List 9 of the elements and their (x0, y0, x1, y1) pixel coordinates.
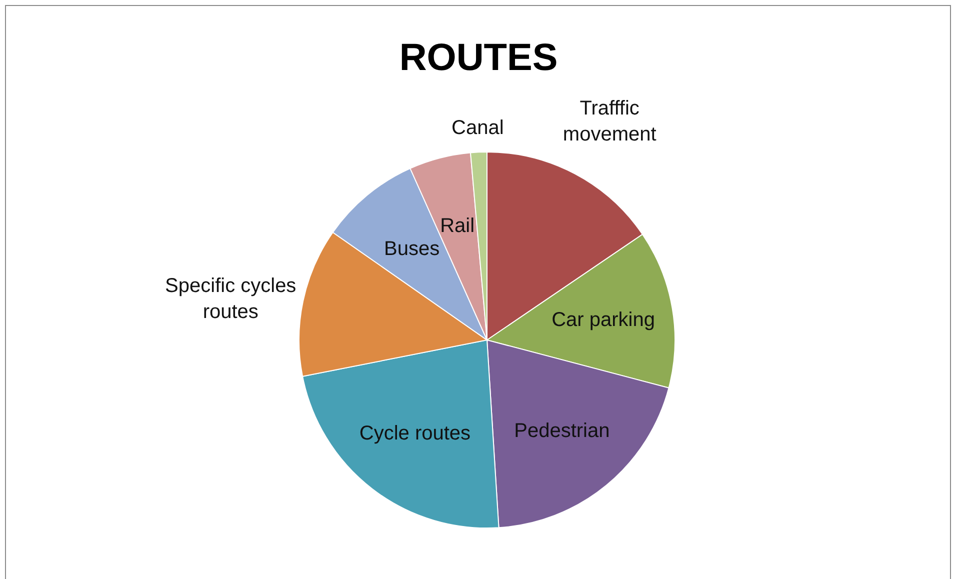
slice-label: Cycle routes (359, 422, 471, 444)
slice-label: Specific cycles routes (165, 275, 296, 324)
chart-title: ROUTES (399, 37, 558, 79)
slice-label: Trafffic movement (562, 97, 657, 146)
slice-label: Canal (452, 117, 504, 140)
slice-label: Car parking (552, 309, 655, 332)
slice-label: Rail (440, 214, 475, 237)
slice-label: Buses (384, 238, 440, 260)
slice-label: Pedestrian (514, 420, 610, 442)
